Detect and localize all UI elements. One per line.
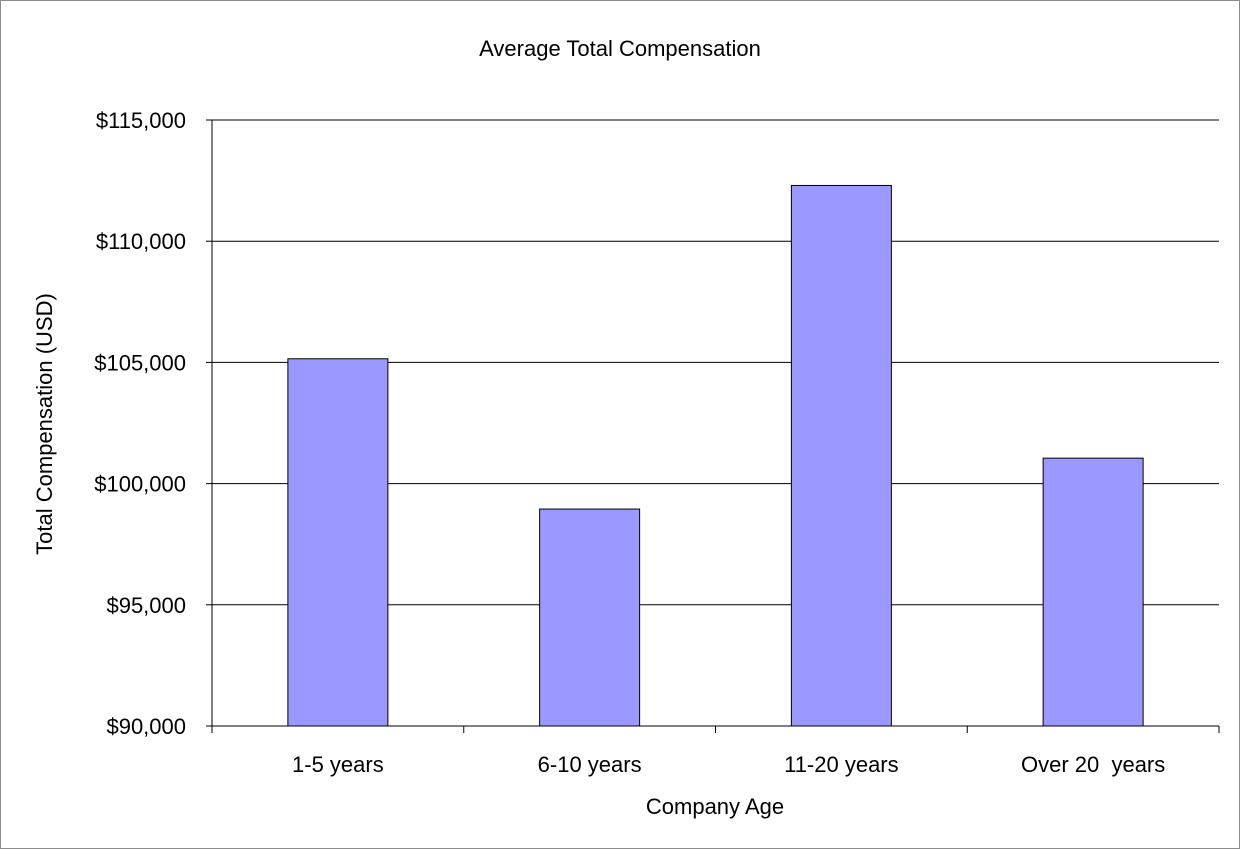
y-tick-label: $100,000	[94, 472, 186, 497]
y-axis-title: Total Compensation (USD)	[32, 293, 57, 555]
y-tick-label: $110,000	[96, 229, 186, 254]
bar	[539, 508, 641, 727]
y-tick-label: $105,000	[94, 350, 186, 375]
x-tick-label: 1-5 years	[292, 752, 384, 777]
y-tick-label: $90,000	[106, 714, 186, 739]
y-tick-label: $95,000	[106, 593, 186, 618]
bar	[1042, 457, 1144, 727]
chart-title: Average Total Compensation	[479, 36, 761, 61]
bar	[790, 184, 892, 727]
x-axis-title: Company Age	[646, 794, 784, 819]
x-tick-label: Over 20 years	[1021, 752, 1165, 777]
bar-series	[287, 184, 1144, 727]
axes	[206, 119, 1220, 733]
bar	[287, 358, 389, 727]
x-tick-labels: 1-5 years 6-10 years 11-20 years Over 20 ye…	[292, 752, 1165, 777]
x-tick-label: 6-10 years	[538, 752, 642, 777]
y-tick-labels: $90,000 $95,000 $100,000 $105,000 $110,000 $1…	[94, 108, 186, 739]
y-tick-label: $115,000	[96, 108, 186, 133]
x-tick-label: 11-20 years	[784, 752, 899, 777]
